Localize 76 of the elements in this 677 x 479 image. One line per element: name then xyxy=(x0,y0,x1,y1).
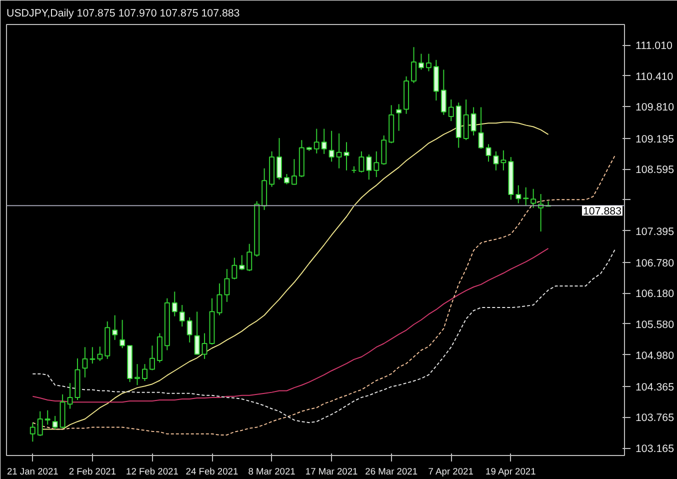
candlestick xyxy=(142,364,148,382)
y-tick-label: 109.810 xyxy=(636,102,674,114)
candlestick xyxy=(426,53,432,72)
candlestick xyxy=(381,134,387,166)
x-tick-label: 8 Mar 2021 xyxy=(248,466,296,476)
chart-title: USDJPY,Daily 107.875 107.970 107.875 107.883 xyxy=(6,8,240,20)
candlestick xyxy=(216,282,222,316)
candlestick xyxy=(396,104,402,132)
x-tick-label: 2 Feb 2021 xyxy=(68,466,116,476)
x-tick-label: 19 Apr 2021 xyxy=(486,466,536,476)
candlestick xyxy=(328,130,334,162)
y-tick-label: 106.780 xyxy=(636,257,674,270)
y-tick-label: 111.010 xyxy=(636,40,673,52)
y-tick-label: 109.195 xyxy=(636,133,674,146)
candlestick xyxy=(276,138,282,180)
candlestick xyxy=(418,53,424,70)
candlestick xyxy=(149,345,155,371)
candlestick xyxy=(284,173,290,185)
y-tick-label: 105.580 xyxy=(636,318,674,331)
ref-line-label: 107.883 xyxy=(582,206,622,218)
x-tick-label: 24 Feb 2021 xyxy=(186,466,238,476)
x-tick-label: 7 Apr 2021 xyxy=(428,466,474,476)
candlestick xyxy=(374,150,380,178)
candlestick xyxy=(194,311,200,356)
x-tick-label: 17 Mar 2021 xyxy=(305,466,358,476)
candlestick xyxy=(411,46,417,84)
candlestick xyxy=(246,243,252,272)
candlestick xyxy=(202,332,208,360)
candlestick xyxy=(97,346,103,362)
candlestick xyxy=(486,144,492,162)
candlestick xyxy=(120,319,126,349)
candlestick xyxy=(291,158,297,186)
x-tick-label: 26 Mar 2021 xyxy=(365,466,418,476)
candlestick xyxy=(30,422,36,442)
candlestick xyxy=(179,304,185,328)
y-tick-label: 110.410 xyxy=(636,70,674,83)
candlestick xyxy=(82,346,88,378)
candlestick xyxy=(186,316,192,343)
x-tick-label: 21 Jan 2021 xyxy=(6,466,58,476)
y-tick-label: 106.180 xyxy=(636,288,674,300)
candlestick xyxy=(239,254,245,271)
y-tick-label: 104.365 xyxy=(636,381,674,394)
candlestick xyxy=(500,150,506,171)
candlestick xyxy=(344,142,350,171)
candlestick xyxy=(156,332,162,364)
candlestick xyxy=(336,132,342,169)
y-tick-label: 104.980 xyxy=(636,350,674,362)
candlestick xyxy=(314,128,320,154)
y-tick-label: 103.765 xyxy=(636,412,674,424)
candlestick xyxy=(44,410,50,426)
candlestick xyxy=(232,257,238,280)
candlestick xyxy=(366,154,372,180)
candlestick xyxy=(463,99,469,141)
candlestick xyxy=(516,184,522,204)
candlestick xyxy=(172,291,178,317)
line-series xyxy=(32,248,616,424)
candlestick xyxy=(321,128,327,154)
candlestick xyxy=(224,268,230,302)
candlestick xyxy=(37,410,43,436)
candlestick xyxy=(448,99,454,122)
candlestick xyxy=(493,150,499,171)
candlestick xyxy=(67,382,73,410)
y-tick-label: 108.595 xyxy=(636,164,674,176)
candlestick xyxy=(358,150,364,173)
candlestick xyxy=(134,364,140,386)
candlestick xyxy=(90,346,96,364)
candlestick xyxy=(523,186,529,206)
candlestick xyxy=(470,106,476,136)
y-tick-label: 103.165 xyxy=(636,443,674,456)
candlestick xyxy=(440,69,446,116)
candlestick xyxy=(478,106,484,150)
x-tick-label: 12 Feb 2021 xyxy=(126,466,178,476)
candlestick xyxy=(52,415,58,430)
candlestick xyxy=(112,314,118,340)
candlestick xyxy=(530,188,536,208)
y-tick-label: 107.395 xyxy=(636,226,674,238)
